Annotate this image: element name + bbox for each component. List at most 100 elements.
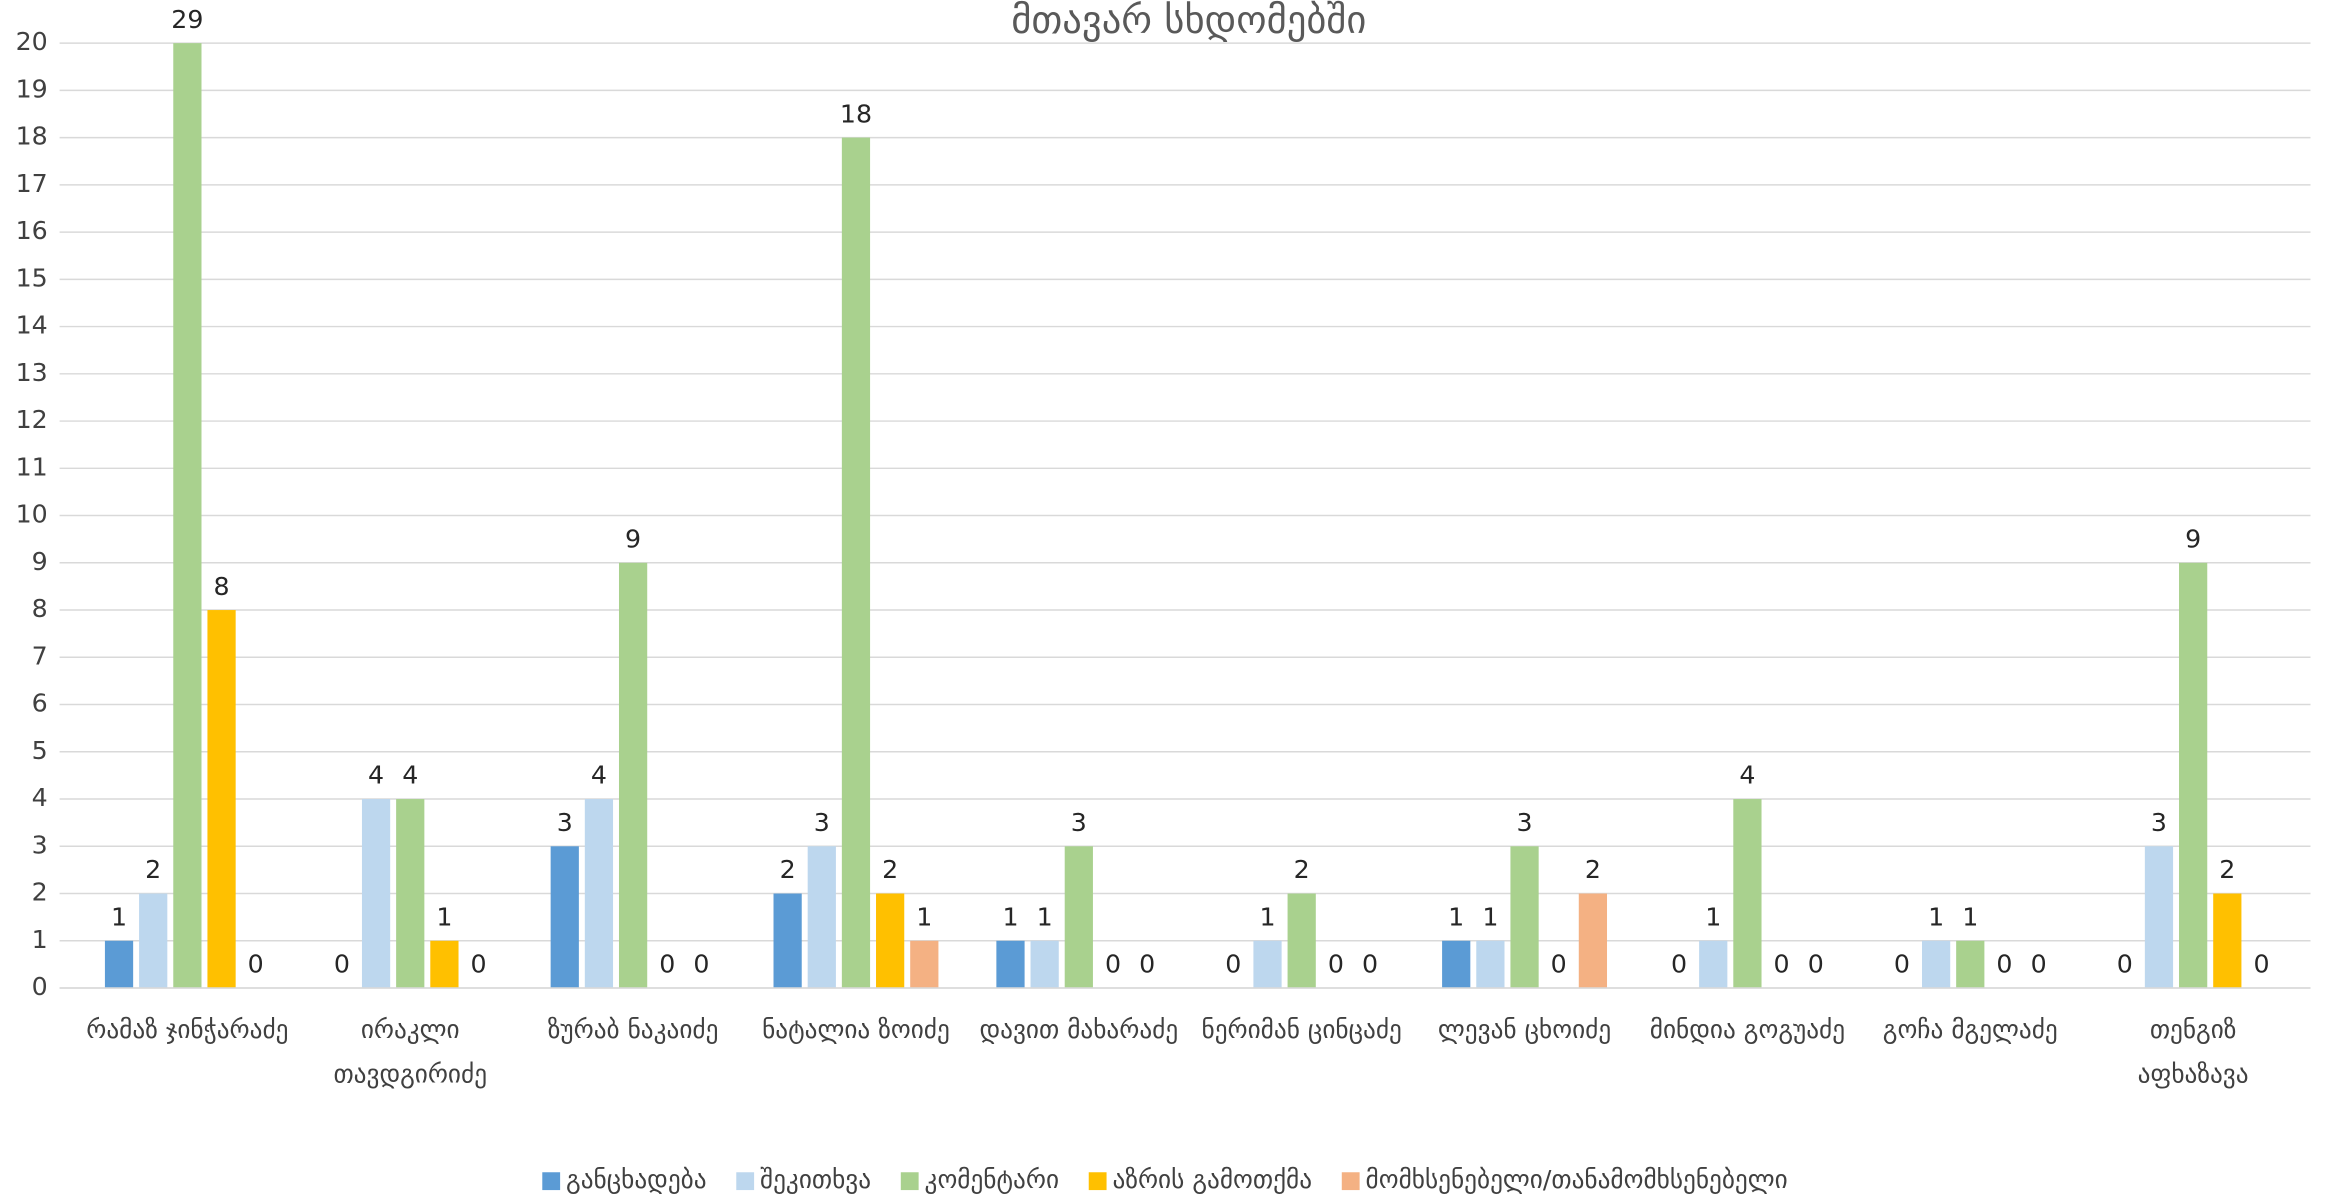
value-label: 1 — [111, 902, 127, 931]
bar — [876, 893, 905, 989]
legend-label: მომხსენებელი/თანამომხსენებელი — [1366, 1165, 1788, 1194]
value-label: 0 — [1328, 950, 1344, 979]
bar — [996, 940, 1025, 989]
value-label: 2 — [145, 855, 161, 884]
value-label: 3 — [814, 808, 830, 837]
bar — [139, 893, 168, 989]
x-tick-label: ნერიმან ცინცაძე — [1202, 1015, 1402, 1044]
x-tick-label: ლევან ცხოიძე — [1438, 1015, 1611, 1044]
bar — [2179, 562, 2208, 989]
bar — [841, 137, 871, 989]
x-tick-label: დავით მახარაძე — [979, 1015, 1178, 1044]
value-label: 1 — [1259, 902, 1275, 931]
legend-swatch — [900, 1172, 919, 1191]
bar — [430, 940, 459, 989]
legend-label: კომენტარი — [925, 1165, 1059, 1194]
y-tick-label: 12 — [16, 405, 48, 434]
bar — [1956, 940, 1985, 989]
y-tick-label: 14 — [16, 311, 48, 340]
legend-item: შეკითხვა — [736, 1165, 871, 1194]
value-label: 3 — [557, 808, 573, 837]
y-tick-label: 19 — [16, 74, 48, 103]
y-tick-label: 6 — [32, 689, 48, 718]
value-label: 0 — [334, 950, 350, 979]
y-tick-label: 17 — [16, 169, 48, 198]
value-label: 4 — [368, 761, 384, 790]
value-label: 0 — [1551, 950, 1567, 979]
legend-item: განცხადება — [542, 1165, 707, 1194]
bar — [550, 846, 579, 989]
legend-label: აზრის გამოთქმა — [1113, 1165, 1313, 1194]
y-tick-label: 8 — [32, 594, 48, 623]
bar — [1030, 940, 1059, 989]
y-tick-label: 18 — [16, 122, 48, 151]
legend-swatch — [736, 1172, 755, 1191]
x-tick-label: ნატალია ზოიძე — [762, 1015, 950, 1044]
bar — [1253, 940, 1282, 989]
value-label: 9 — [625, 525, 641, 554]
bar — [1510, 846, 1539, 989]
value-label: 0 — [2031, 950, 2047, 979]
bar — [361, 799, 391, 989]
y-tick-label: 7 — [32, 641, 48, 670]
y-tick-label: 16 — [16, 216, 48, 245]
legend-swatch — [1088, 1172, 1107, 1191]
value-label: 4 — [402, 761, 418, 790]
legend-item: მომხსენებელი/თანამომხსენებელი — [1341, 1165, 1788, 1194]
y-tick-label: 4 — [32, 783, 48, 812]
bar — [1578, 893, 1608, 989]
value-label: 0 — [248, 950, 264, 979]
value-label: 4 — [1739, 761, 1755, 790]
bar — [2213, 893, 2242, 989]
bar — [2144, 846, 2174, 989]
bar — [773, 893, 802, 989]
value-label: 0 — [659, 950, 675, 979]
bar — [910, 940, 939, 989]
x-tick-label: ზურაბ ნაკაიძე — [548, 1015, 719, 1044]
value-label: 0 — [1996, 950, 2012, 979]
bar — [584, 799, 614, 989]
bar — [1476, 940, 1505, 989]
bar — [1064, 846, 1093, 989]
value-label: 1 — [916, 902, 932, 931]
x-tick-label: მინდია გოგუაძე — [1650, 1015, 1845, 1044]
bar — [173, 43, 202, 989]
value-label: 0 — [2117, 950, 2133, 979]
value-label: 1 — [1482, 902, 1498, 931]
legend-swatch — [1341, 1172, 1360, 1191]
bar — [207, 610, 236, 989]
y-tick-label: 9 — [32, 547, 48, 576]
bar — [1699, 940, 1728, 989]
legend-label: შეკითხვა — [760, 1165, 871, 1194]
bar — [807, 846, 836, 989]
value-label: 0 — [1774, 950, 1790, 979]
value-label: 0 — [1808, 950, 1824, 979]
legend-item: აზრის გამოთქმა — [1088, 1165, 1313, 1194]
y-tick-label: 2 — [32, 878, 48, 907]
value-label: 2 — [1294, 855, 1310, 884]
plot-area — [104, 43, 2242, 989]
value-label: 2 — [780, 855, 796, 884]
value-label: 1 — [436, 902, 452, 931]
bar — [1733, 799, 1762, 989]
y-tick-label: 10 — [16, 500, 48, 529]
value-label: 4 — [591, 761, 607, 790]
value-label: 2 — [2219, 855, 2235, 884]
y-tick-label: 3 — [32, 830, 48, 859]
y-tick-label: 11 — [16, 452, 48, 481]
y-tick-label: 15 — [16, 263, 48, 292]
value-label: 8 — [214, 572, 230, 601]
value-label: 0 — [693, 950, 709, 979]
value-label: 0 — [1894, 950, 1910, 979]
y-tick-label: 13 — [16, 358, 48, 387]
value-label: 0 — [471, 950, 487, 979]
legend-label: განცხადება — [566, 1165, 707, 1194]
value-label: 1 — [1037, 902, 1053, 931]
value-label: 1 — [1002, 902, 1018, 931]
value-label: 1 — [1928, 902, 1944, 931]
bar — [1442, 940, 1471, 989]
value-label: 1 — [1448, 902, 1464, 931]
x-tick-label: რამაზ ჯინჭარაძე — [86, 1015, 288, 1044]
value-label: 1 — [1962, 902, 1978, 931]
value-label: 0 — [1139, 950, 1155, 979]
